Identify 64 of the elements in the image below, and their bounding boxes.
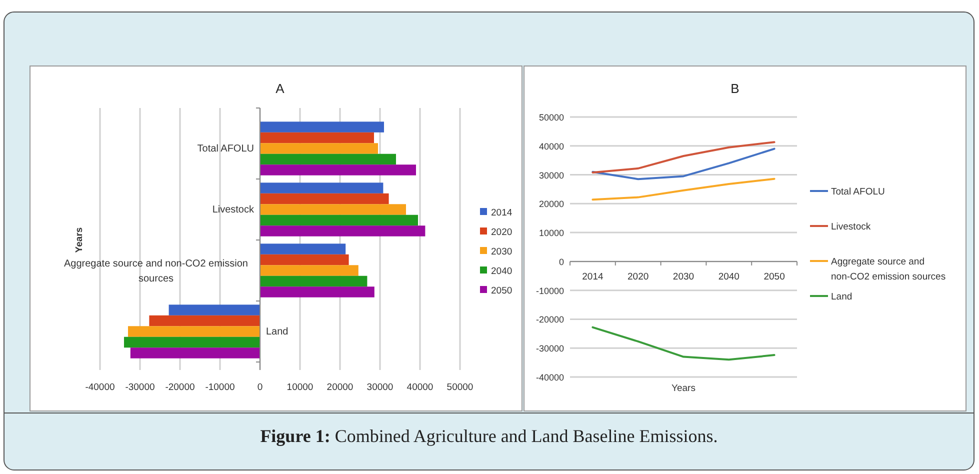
chart-title: A	[276, 81, 285, 96]
y-tick-label: -20000	[536, 314, 564, 325]
bar	[260, 265, 358, 276]
x-tick-label: 10000	[286, 382, 314, 393]
bar	[168, 304, 260, 316]
bar	[260, 226, 426, 236]
y-tick-label: 40000	[538, 141, 564, 152]
x-tick-label: 30000	[366, 382, 394, 393]
y-tick-label: 30000	[538, 170, 564, 180]
bar	[260, 132, 374, 144]
x-tick-label: 0	[257, 382, 263, 393]
x-tick-label: 2014	[582, 271, 604, 282]
legend-label: 2050	[491, 286, 512, 296]
legend-label: 2020	[491, 227, 512, 238]
chart-title: B	[730, 81, 740, 96]
y-tick-label: -10000	[536, 286, 564, 296]
x-tick-label: 2030	[672, 271, 694, 282]
bar	[260, 154, 396, 165]
line-series	[592, 141, 776, 174]
x-tick-label: 2040	[718, 271, 740, 282]
y-tick-label: 10000	[538, 228, 564, 238]
x-axis-title: Years	[672, 383, 696, 394]
bar	[124, 336, 260, 348]
x-tick-label: 40000	[406, 382, 434, 393]
bar	[260, 276, 368, 287]
legend-label: Total AFOLU	[831, 186, 885, 198]
x-tick-label: 50000	[446, 382, 474, 393]
x-tick-label: 2050	[764, 271, 785, 282]
legend-label: Aggregate source and non-CO2 emission sources	[831, 256, 946, 282]
bar	[260, 164, 416, 176]
legend-label: 2014	[491, 208, 512, 218]
y-tick-label: Total AFOLU	[197, 144, 254, 154]
x-tick-label: 20000	[326, 382, 354, 393]
y-tick-label: Aggregate source and non-CO2 emission sources	[64, 258, 248, 284]
line-series	[592, 326, 776, 361]
legend-label: Livestock	[831, 222, 871, 232]
x-tick-label: 2020	[628, 271, 649, 282]
legend-label: Land	[831, 292, 852, 302]
x-tick-label: -20000	[165, 382, 195, 393]
y-tick-label: 20000	[538, 199, 564, 210]
y-tick-label: 50000	[538, 112, 564, 122]
y-tick-label: 0	[558, 256, 564, 267]
bar	[260, 182, 384, 194]
line-series	[592, 178, 776, 201]
x-tick-label: -10000	[205, 382, 235, 393]
bar	[260, 286, 374, 298]
x-tick-label: -30000	[125, 382, 155, 393]
bar	[260, 244, 346, 254]
legend-label: 2030	[491, 246, 512, 258]
bar	[260, 193, 389, 204]
x-tick-label: -40000	[85, 382, 115, 393]
y-tick-label: -40000	[536, 372, 564, 382]
bar	[260, 122, 384, 132]
y-tick-label: -30000	[536, 344, 564, 354]
bar	[260, 204, 406, 215]
bar	[149, 315, 260, 326]
caption: Figure 1: Combined Agriculture and Land Baseline Emissions.	[260, 426, 718, 446]
y-axis-title: Years	[74, 227, 85, 253]
bar	[260, 143, 378, 154]
bar	[130, 348, 260, 358]
bar	[128, 326, 260, 337]
bar	[260, 254, 349, 266]
line-series	[592, 148, 776, 180]
bar	[260, 214, 418, 226]
